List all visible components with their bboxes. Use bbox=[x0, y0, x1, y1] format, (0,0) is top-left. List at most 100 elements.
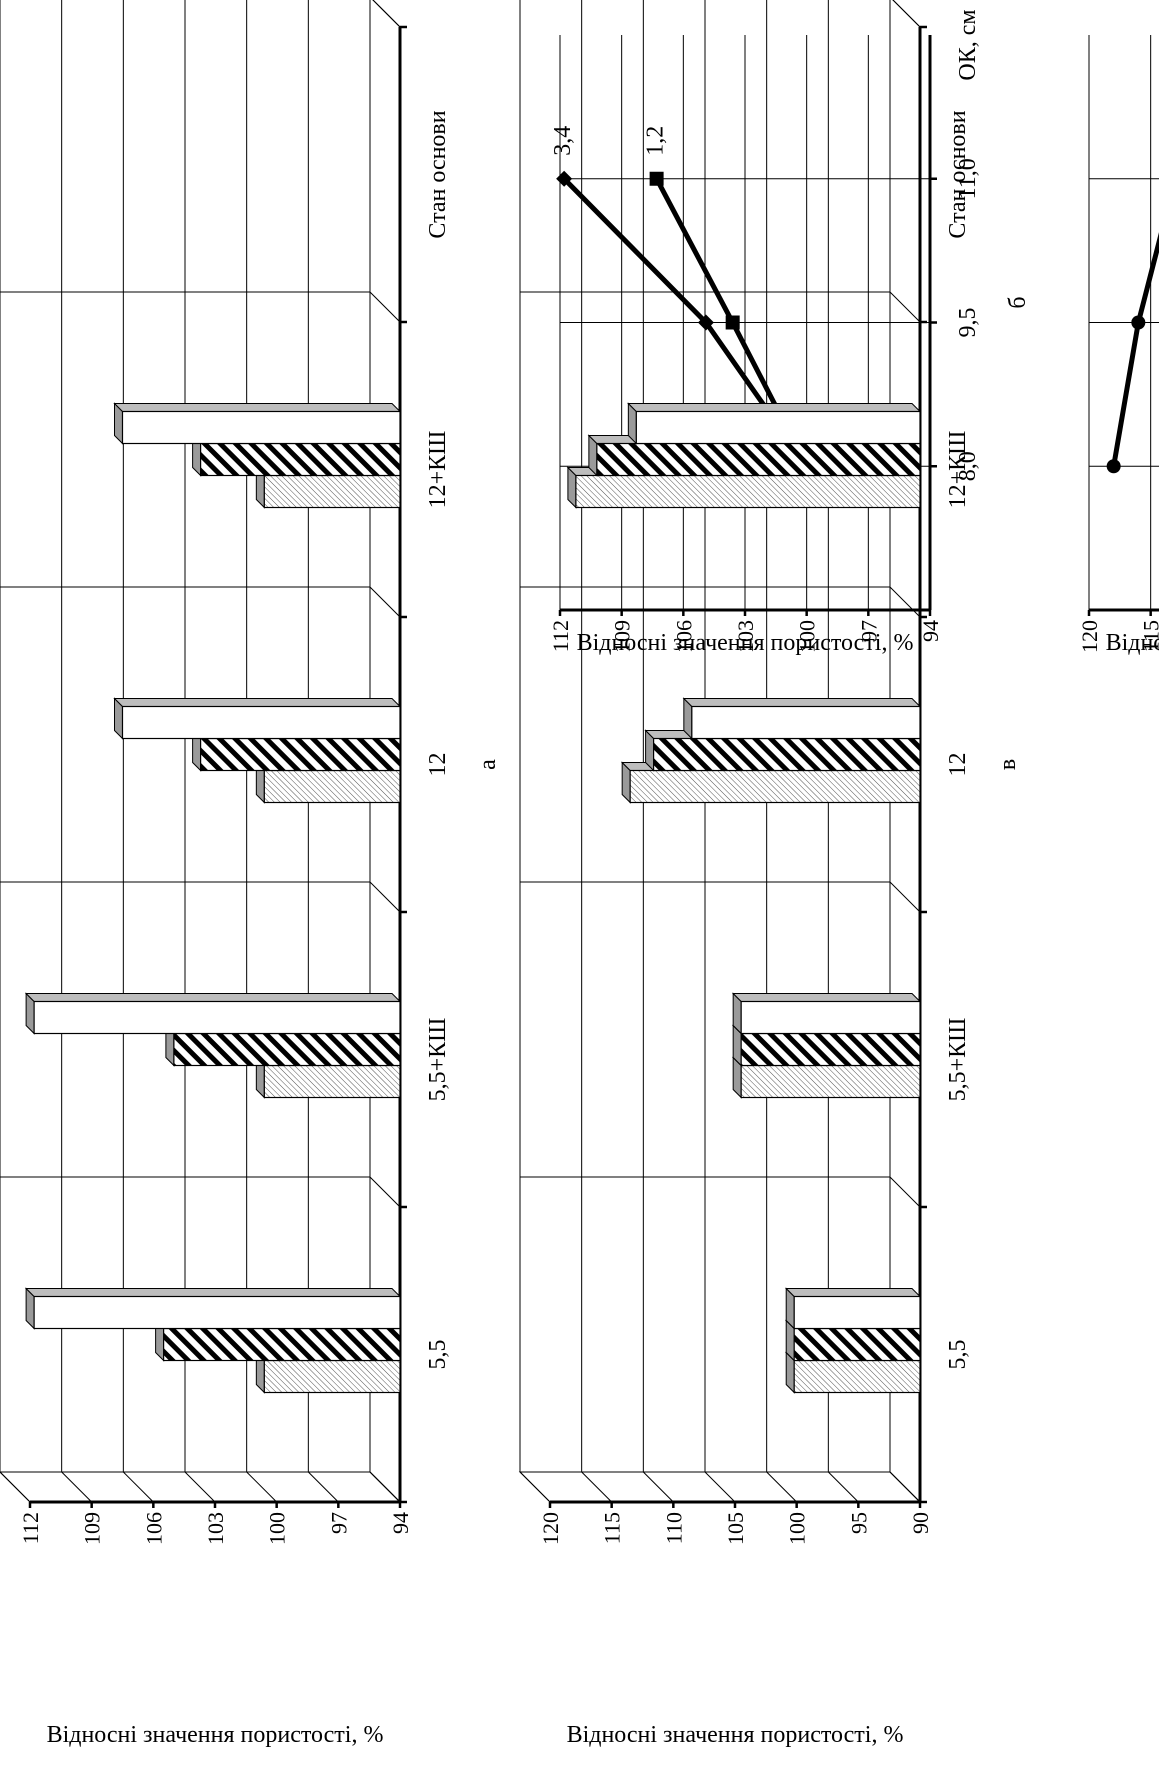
category-label: 5,5+КШ bbox=[425, 1018, 451, 1102]
y-tick-label: 106 bbox=[671, 620, 696, 653]
floor-divider bbox=[369, 0, 401, 28]
y-tick-label: 106 bbox=[141, 1512, 166, 1545]
y-tick-label: 97 bbox=[326, 1512, 351, 1534]
gridline-side bbox=[0, 1471, 31, 1503]
y-tick-label: 95 bbox=[846, 1512, 871, 1534]
point-marker bbox=[725, 315, 740, 330]
y-tick-label: 112 bbox=[548, 620, 573, 652]
bar bbox=[575, 474, 921, 509]
bar bbox=[33, 1000, 401, 1035]
floor-divider bbox=[369, 1176, 401, 1208]
bar bbox=[740, 1064, 921, 1099]
y-axis-label: Відносні значення пористості, % bbox=[567, 1722, 904, 1748]
gridline-side bbox=[766, 1471, 798, 1503]
bar bbox=[629, 769, 921, 804]
category-label: 5,5 bbox=[945, 1340, 971, 1370]
bar-side bbox=[24, 993, 402, 1002]
bar-side bbox=[113, 698, 402, 707]
bar bbox=[793, 1295, 921, 1330]
y-tick-label: 103 bbox=[733, 620, 758, 653]
floor-divider bbox=[889, 0, 921, 28]
bar bbox=[121, 410, 401, 445]
y-axis-label: Відносні значення пористості, % bbox=[1106, 630, 1159, 656]
panel-label: в bbox=[995, 759, 1021, 770]
gridline-side bbox=[307, 1471, 339, 1503]
floor-divider bbox=[369, 291, 401, 323]
panel-label: а bbox=[475, 759, 501, 770]
chart-g: 90951001051101151208,09,511,0ОК, см8765В… bbox=[1077, 35, 1159, 656]
y-tick-label: 103 bbox=[203, 1512, 228, 1545]
bar bbox=[163, 1327, 401, 1362]
bar-side bbox=[731, 993, 922, 1002]
y-tick-label: 115 bbox=[600, 1512, 625, 1544]
point-marker bbox=[1106, 459, 1121, 474]
point-marker bbox=[1131, 315, 1146, 330]
floor-divider bbox=[889, 586, 921, 618]
y-tick-label: 112 bbox=[18, 1512, 43, 1544]
bar bbox=[200, 737, 401, 772]
floor-divider bbox=[889, 881, 921, 913]
bar bbox=[33, 1295, 401, 1330]
bar bbox=[263, 769, 401, 804]
gridline-side bbox=[889, 1471, 921, 1503]
bar bbox=[691, 705, 921, 740]
bar-side bbox=[627, 403, 922, 412]
gridline-side bbox=[246, 1471, 278, 1503]
category-label: 5,5+КШ bbox=[945, 1018, 971, 1102]
gridline-side bbox=[519, 1471, 551, 1503]
y-axis-label: Відносні значення пористості, % bbox=[47, 1722, 384, 1748]
category-label-extra: Стан основи bbox=[945, 110, 971, 238]
floor-divider bbox=[889, 1176, 921, 1208]
bar-side bbox=[682, 698, 922, 707]
y-axis-label: Відносні значення пористості, % bbox=[577, 630, 914, 656]
bar bbox=[653, 737, 921, 772]
y-tick-label: 97 bbox=[856, 620, 881, 642]
bar bbox=[793, 1327, 921, 1362]
bar bbox=[200, 442, 401, 477]
gridline-side bbox=[827, 1471, 859, 1503]
bar bbox=[173, 1032, 401, 1067]
gridline-side bbox=[61, 1471, 93, 1503]
y-tick-label: 109 bbox=[610, 620, 635, 653]
bar bbox=[635, 410, 921, 445]
series-label: 3,4 bbox=[550, 126, 576, 156]
y-tick-label: 100 bbox=[785, 1512, 810, 1545]
y-tick-label: 109 bbox=[80, 1512, 105, 1545]
bar bbox=[596, 442, 921, 477]
y-tick-label: 115 bbox=[1139, 620, 1159, 652]
category-label: 12 bbox=[425, 753, 451, 777]
floor-divider bbox=[369, 881, 401, 913]
y-tick-label: 90 bbox=[908, 1512, 933, 1534]
floor-divider bbox=[889, 291, 921, 323]
category-label: 12+КШ bbox=[945, 431, 971, 509]
gridline-side bbox=[642, 1471, 674, 1503]
y-tick-label: 105 bbox=[723, 1512, 748, 1545]
series-label: 1,2 bbox=[643, 126, 669, 156]
gridline-side bbox=[369, 1471, 401, 1503]
y-tick-label: 94 bbox=[918, 620, 943, 642]
y-tick-label: 120 bbox=[538, 1512, 563, 1545]
y-tick-label: 100 bbox=[265, 1512, 290, 1545]
point-marker bbox=[649, 171, 664, 186]
category-label: 5,5 bbox=[425, 1340, 451, 1370]
bar bbox=[263, 1359, 401, 1394]
x-tick-label: 11,0 bbox=[955, 158, 981, 199]
floor-divider bbox=[369, 586, 401, 618]
bar-side bbox=[24, 1288, 402, 1297]
bar bbox=[740, 1032, 921, 1067]
gridline-side bbox=[184, 1471, 216, 1503]
panel-label: б bbox=[1005, 296, 1031, 308]
y-tick-label: 100 bbox=[795, 620, 820, 653]
bar-side bbox=[113, 403, 402, 412]
gridline-side bbox=[704, 1471, 736, 1503]
x-axis-label: ОК, см bbox=[955, 9, 981, 80]
bar bbox=[263, 1064, 401, 1099]
gridline-side bbox=[581, 1471, 613, 1503]
category-label: 12 bbox=[945, 753, 971, 777]
bar-side bbox=[784, 1288, 922, 1297]
category-label-extra: Стан основи bbox=[425, 110, 451, 238]
chart-b: 94 97 100 103 106 109 112 8,0 9,5 11,0 ОК, см 3,4 1,… bbox=[548, 9, 1031, 656]
y-tick-label: 120 bbox=[1077, 620, 1102, 653]
bar bbox=[121, 705, 401, 740]
